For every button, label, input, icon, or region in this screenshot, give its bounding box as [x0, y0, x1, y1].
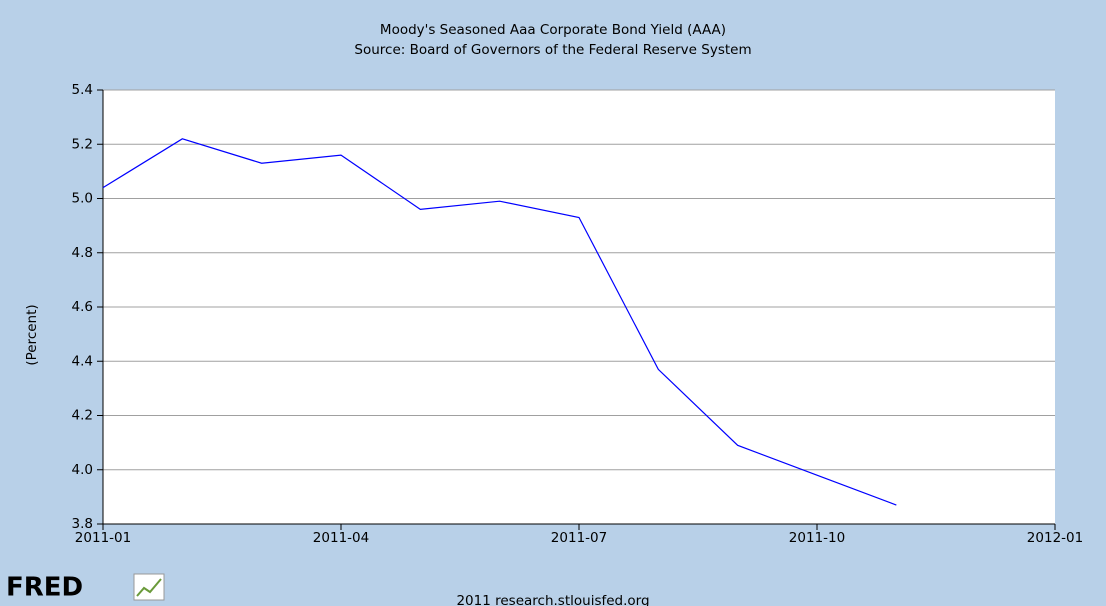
logo-icon	[133, 573, 165, 601]
x-tick-label: 2011-04	[313, 530, 369, 546]
logo-line	[136, 578, 162, 597]
logo-box	[133, 573, 165, 601]
y-axis-label: (Percent)	[24, 304, 40, 365]
y-tick-label: 4.0	[72, 462, 93, 478]
y-tick-label: 5.2	[72, 136, 93, 152]
y-tick-label: 4.4	[72, 353, 93, 369]
x-tick-label: 2011-10	[789, 530, 845, 546]
x-tick-label: 2011-07	[551, 530, 607, 546]
y-tick-label: 4.2	[72, 408, 93, 424]
chart-title: Moody's Seasoned Aaa Corporate Bond Yiel…	[380, 22, 726, 38]
logo: FRED	[6, 573, 83, 603]
y-tick-label: 4.6	[72, 299, 93, 315]
y-tick-label: 3.8	[72, 516, 93, 532]
x-tick-label: 2012-01	[1027, 530, 1083, 546]
footer-credit: 2011 research.stlouisfed.org	[456, 593, 649, 606]
y-tick-label: 4.8	[72, 245, 93, 261]
x-tick-label: 2011-01	[75, 530, 131, 546]
chart-subtitle: Source: Board of Governors of the Federa…	[354, 42, 751, 58]
data-line	[102, 138, 897, 506]
y-tick-label: 5.4	[72, 82, 93, 98]
y-tick-label: 5.0	[72, 191, 93, 207]
